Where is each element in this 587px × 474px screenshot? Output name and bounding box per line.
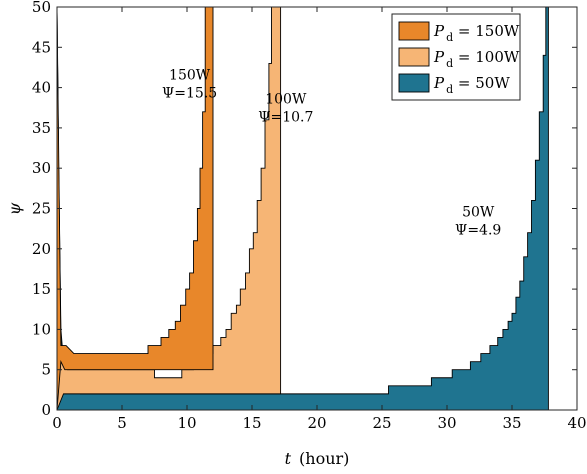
x-tick-label: 30 [437,414,456,432]
annotation-power-1: 100W [265,92,307,108]
x-tick-label: 5 [117,414,127,432]
x-axis-label: t (hour) [285,449,350,468]
annotation-power-2: 50W [462,205,495,221]
series-area-0 [56,6,549,411]
y-tick-label: 35 [32,119,51,137]
x-tick-label: 35 [502,414,521,432]
legend-swatch-2 [398,73,430,93]
annotation-psi-0: Ψ=15.5 [162,86,217,102]
y-tick-label: 45 [32,38,51,56]
y-tick-label: 15 [32,280,51,298]
annotation-power-0: 150W [169,68,211,84]
y-tick-label: 5 [41,361,51,379]
annotation-psi-1: Ψ=10.7 [258,110,313,126]
y-axis-label: ψ [5,202,24,215]
tick-layer: 0 5 10 15 20 25 30 35 40 0 5 10 15 20 25 30 35 40 45 50 [32,0,587,432]
x-tick-label: 20 [307,414,326,432]
x-tick-label: 15 [242,414,261,432]
y-tick-label: 25 [32,200,51,218]
y-tick-label: 20 [32,240,51,258]
legend-swatch-1 [398,47,430,67]
x-tick-label: 40 [567,414,586,432]
x-tick-label: 25 [372,414,391,432]
y-tick-label: 0 [41,401,51,419]
annotation-layer: 150W Ψ=15.5 100W Ψ=10.7 50W Ψ=4.9 [162,68,501,239]
y-tick-label: 10 [32,320,51,338]
x-tick-label: 0 [52,414,62,432]
y-tick-label: 40 [32,79,51,97]
annotation-psi-2: Ψ=4.9 [455,223,501,239]
y-tick-label: 50 [32,0,51,16]
y-tick-label: 30 [32,159,51,177]
legend-swatch-0 [398,21,430,41]
x-tick-label: 10 [177,414,196,432]
